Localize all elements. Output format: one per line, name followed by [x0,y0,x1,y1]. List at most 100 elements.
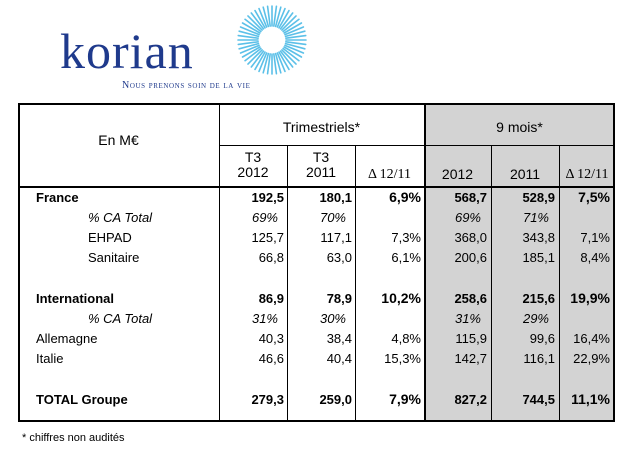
sun-ray [239,26,260,36]
sun-ray [282,47,300,62]
sun-ray [278,51,290,71]
cell-international-share-0: 31% [251,311,278,326]
nine-months-group-header: 9 mois* [496,119,543,135]
cell-international-1: 78,9 [326,291,352,306]
sun-ray [239,44,260,54]
cell-italie-1: 40,4 [326,351,352,366]
cell-france-share-3: 69% [454,210,481,225]
cell-international-3: 258,6 [454,291,487,306]
col-header-t3-2011: T3 2011 [287,150,355,180]
col-rule-3 [355,145,356,422]
cell-total-groupe-4: 744,5 [522,392,555,407]
cell-allemagne-5: 16,4% [573,331,610,346]
sun-ray [281,15,297,31]
sun-ray [258,52,268,73]
cell-italie-0: 46,6 [258,351,284,366]
cell-international-2: 10,2% [381,290,421,306]
unit-label: En M€ [98,132,139,148]
row-label-italie: Italie [36,351,64,366]
sun-ray [278,9,290,29]
sun-ray [274,6,282,28]
col-header-t3-2011-quarter: T3 [312,149,330,165]
cell-sanitaire-5: 8,4% [580,250,610,265]
cell-ehpad-0: 125,7 [251,230,284,245]
sun-ray [238,42,260,50]
cell-france-share-0: 69% [251,210,278,225]
table-bottom-border [18,420,615,422]
footnote: * chiffres non audités [22,432,125,444]
sun-ray [284,30,306,38]
cell-international-share-3: 31% [454,311,481,326]
cell-international-share-1: 30% [319,311,346,326]
sun-ray [262,6,270,28]
sun-ray [250,50,265,68]
sun-ray [276,7,286,28]
table-right-border [613,103,615,422]
sun-ray [283,22,303,34]
cell-international-4: 215,6 [522,291,555,306]
table-top-border [18,103,615,105]
sun-ray [238,30,260,38]
col-header-t3-2011-year: 2011 [305,164,337,180]
results-table: En M€ Trimestriels* 9 mois* T3 2012 T3 2… [18,103,615,422]
cell-france-0: 192,5 [251,190,284,205]
row-label-france: France [36,190,79,205]
cell-italie-4: 116,1 [523,351,555,366]
cell-ehpad-2: 7,3% [391,230,421,245]
cell-international-0: 86,9 [258,291,284,306]
row-label-sanitaire: Sanitaire [88,250,140,265]
group-header-divider [219,145,615,146]
sun-ray [247,49,263,65]
cell-total-groupe-5: 11,1% [571,391,610,407]
sun-ray [266,53,271,75]
sun-ray [279,12,294,30]
cell-allemagne-1: 38,4 [326,331,352,346]
header-divider [18,186,615,188]
cell-france-share-4: 71% [522,210,549,225]
sun-ray [273,5,278,27]
col-rule-6 [559,145,560,422]
sun-ray [241,22,261,34]
sun-ray [241,46,261,58]
sun-ray [244,47,262,62]
cell-sanitaire-2: 6,1% [391,250,421,265]
col-rule-4 [424,103,426,422]
logo-tagline: Nous prenons soin de la vie [122,80,251,91]
col-rule-2 [287,145,288,422]
cell-france-3: 568,7 [454,190,487,205]
cell-total-groupe-0: 279,3 [251,392,284,407]
quarterly-group-header: Trimestriels* [282,119,361,135]
row-label-international: International [36,291,115,306]
nine-months-shading [424,103,615,422]
col-header-t3-2012-year: 2012 [237,164,269,180]
cell-international-5: 19,9% [570,290,610,306]
logo-wordmark: korian [60,23,194,79]
col-header-delta-quarterly: Δ 12/11 [367,167,412,182]
cell-allemagne-4: 99,6 [529,331,555,346]
col-header-t3-2012: T3 2012 [219,150,287,180]
cell-france-1: 180,1 [319,190,352,205]
cell-sanitaire-4: 185,1 [522,250,555,265]
row-label-total-groupe: TOTAL Groupe [36,392,128,407]
sun-ray [281,49,297,65]
table-left-border [18,103,20,422]
sun-ray [244,18,262,33]
cell-italie-5: 22,9% [573,351,610,366]
col-header-delta-nine-months: Δ 12/11 [565,167,609,182]
cell-ehpad-3: 368,0 [454,230,487,245]
sun-ray [273,53,278,75]
cell-allemagne-2: 4,8% [391,331,421,346]
sun-ray [285,34,307,39]
cell-france-2: 6,9% [389,189,421,205]
cell-ehpad-1: 117,1 [320,230,352,245]
cell-total-groupe-2: 7,9% [389,391,421,407]
col-rule-5 [491,145,492,422]
sun-ray [284,42,306,50]
sun-ray [266,5,271,27]
sun-ray [274,52,282,74]
sun-ray [285,41,307,46]
sun-core [259,27,285,53]
sun-ray [284,44,305,54]
sun-ray [282,18,300,33]
cell-total-groupe-3: 827,2 [454,392,487,407]
